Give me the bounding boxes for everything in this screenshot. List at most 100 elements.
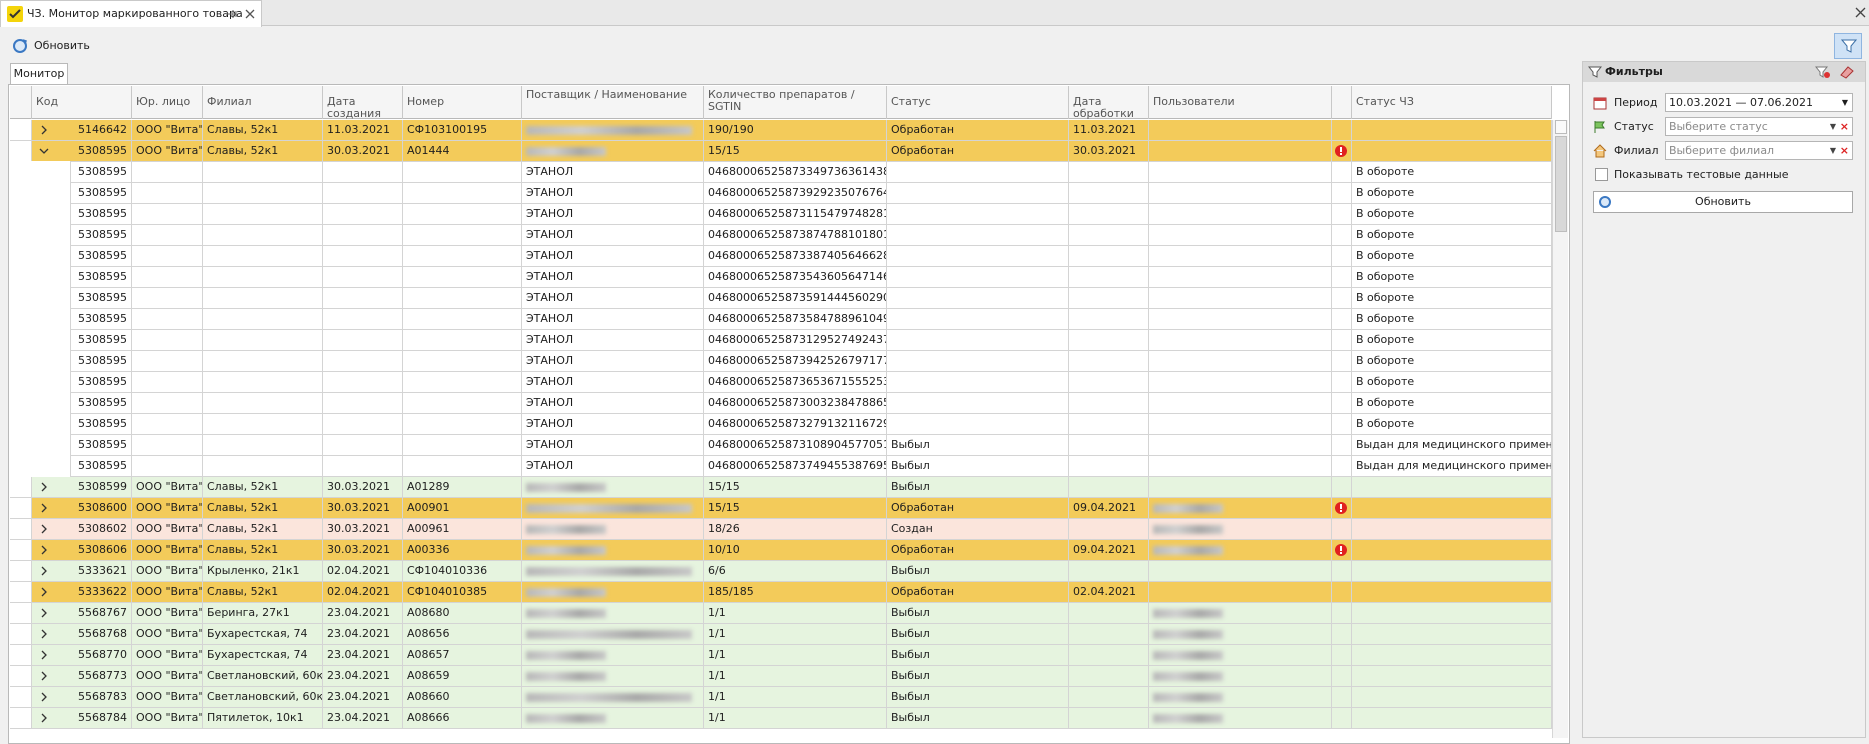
grid-row[interactable]: 5568770 ООО "Вита" Бухарестская, 74 23.04.2… [10,645,1552,666]
cell: Выбыл [887,645,1069,666]
close-tab-icon[interactable] [245,9,255,19]
child-row[interactable]: 5308595 ЭТАНОЛ 046800065258736536715552537… [10,371,1552,393]
expander[interactable] [39,650,49,660]
expander[interactable] [39,524,49,534]
grid-row[interactable]: 5308599 ООО "Вита" Славы, 52к1 30.03.2021 А0… [10,477,1552,498]
cell [132,267,203,288]
cell [1069,393,1149,414]
child-row[interactable]: 5308595 ЭТАНОЛ 046800065258731295274924370… [10,329,1552,351]
cell: В обороте [1352,267,1552,288]
grid-row[interactable]: 5308595 ООО "Вита" Славы, 52к1 30.03.2021 А0… [10,141,1552,162]
child-row[interactable]: 5308595 ЭТАНОЛ 046800065258735847889610490… [10,308,1552,330]
expander[interactable] [39,146,49,156]
cell: А08680 [403,603,522,624]
indicator-cell [10,624,32,644]
expander[interactable] [39,587,49,597]
cell: Обработан [887,120,1069,141]
cell: 046800065258733874056466288 [704,246,887,267]
grid-row[interactable]: 5568773 ООО "Вита" Светлановский, 60к3 23.0… [10,666,1552,687]
cell [1149,204,1332,225]
cell [323,414,403,435]
expander[interactable] [39,671,49,681]
redacted-text [1153,714,1223,723]
grid-row[interactable]: 5333622 ООО "Вита" Славы, 52к1 02.04.2021 СФ… [10,582,1552,603]
cell: Обработан [887,582,1069,603]
child-row[interactable]: 5308595 ЭТАНОЛ 046800065258731089045770517… [10,434,1552,456]
expander[interactable] [39,629,49,639]
cell: ЭТАНОЛ [522,267,704,288]
child-row[interactable]: 5308595 ЭТАНОЛ 046800065258733497363614386… [10,161,1552,183]
cell: 5308595 [70,162,132,183]
child-row[interactable]: 5308595 ЭТАНОЛ 046800065258738747881018012… [10,224,1552,246]
grid-row[interactable]: 5308600 ООО "Вита" Славы, 52к1 30.03.2021 А0… [10,498,1552,519]
expander[interactable] [39,545,49,555]
pin-icon[interactable] [225,9,237,19]
refresh-button[interactable]: Обновить [10,36,90,56]
grid-row[interactable]: 5568768 ООО "Вита" Бухарестская, 74 23.04.2… [10,624,1552,645]
child-row[interactable]: 5308595 ЭТАНОЛ 046800065258735436056471468… [10,266,1552,288]
grid-row[interactable]: 5568767 ООО "Вита" Беринга, 27к1 23.04.2021… [10,603,1552,624]
grid-row[interactable]: 5146642 ООО "Вита" Славы, 52к1 11.03.2021 СФ… [10,120,1552,141]
cell [1069,519,1149,540]
grid-row[interactable]: 5568783 ООО "Вита" Светлановский, 60к3 23.0… [10,687,1552,708]
grid-row[interactable]: 5568784 ООО "Вита" Пятилеток, 10к1 23.04.20… [10,708,1552,729]
child-row[interactable]: 5308595 ЭТАНОЛ 046800065258733874056466288… [10,245,1552,267]
grid-row[interactable]: 5333621 ООО "Вита" Крыленко, 21к1 02.04.202… [10,561,1552,582]
cell [323,435,403,456]
column-header: Дата создания [323,86,403,119]
scroll-up[interactable] [1555,120,1567,134]
expander[interactable] [39,566,49,576]
filter-toggle[interactable] [1834,33,1862,59]
scroll-thumb[interactable] [1555,136,1567,232]
cell [1332,561,1352,582]
grid-row[interactable]: 5308606 ООО "Вита" Славы, 52к1 30.03.2021 А0… [10,540,1552,561]
tree-indent [10,392,70,414]
cell [1332,414,1352,435]
scrollbar[interactable] [1552,120,1568,738]
child-row[interactable]: 5308595 ЭТАНОЛ 046800065258730032384788652… [10,392,1552,414]
eraser-icon[interactable] [1839,65,1855,79]
cell [403,351,522,372]
period-input[interactable]: 10.03.2021 — 07.06.2021 ▼ [1665,93,1853,112]
cell [1149,561,1332,582]
expander[interactable] [39,482,49,492]
cell: В обороте [1352,288,1552,309]
grid-row[interactable]: 5308602 ООО "Вита" Славы, 52к1 30.03.2021 А0… [10,519,1552,540]
cell: Выбыл [887,477,1069,498]
cell: 02.04.2021 [323,561,403,582]
cell: ЭТАНОЛ [522,204,704,225]
monitor-subtab[interactable]: Монитор [10,63,68,85]
expander[interactable] [39,503,49,513]
child-row[interactable]: 5308595 ЭТАНОЛ 046800065258735914445602901… [10,287,1552,309]
cell [403,372,522,393]
cell [1069,603,1149,624]
child-row[interactable]: 5308595 ЭТАНОЛ 046800065258739425267971770… [10,350,1552,372]
expander[interactable] [39,608,49,618]
child-row[interactable]: 5308595 ЭТАНОЛ 046800065258737494553876950… [10,455,1552,477]
clear-filter-icon[interactable] [1815,65,1831,79]
cell [403,288,522,309]
expander[interactable] [39,713,49,723]
cell: 5568773 [52,666,132,687]
cell [403,183,522,204]
test-data-checkbox[interactable] [1595,168,1608,181]
cell: 046800065258730032384788652 [704,393,887,414]
cell [1352,603,1552,624]
child-row[interactable]: 5308595 ЭТАНОЛ 046800065258739292350767642… [10,182,1552,204]
status-input[interactable]: Выберите статус ▼ × [1665,117,1853,136]
cell [1352,687,1552,708]
cell [1149,477,1332,498]
expander[interactable] [39,125,49,135]
filters-refresh-button[interactable]: Обновить [1593,191,1853,213]
cell: 23.04.2021 [323,624,403,645]
close-window-icon[interactable] [1855,7,1866,18]
cell: А08656 [403,624,522,645]
expander[interactable] [39,692,49,702]
cell: ЭТАНОЛ [522,246,704,267]
cell [1332,204,1352,225]
child-row[interactable]: 5308595 ЭТАНОЛ 046800065258731154797482815… [10,203,1552,225]
document-tab[interactable]: ЧЗ. Монитор маркированного товара [0,0,262,27]
branch-input[interactable]: Выберите филиал ▼ × [1665,141,1853,160]
cell [203,435,323,456]
child-row[interactable]: 5308595 ЭТАНОЛ 046800065258732791321167299… [10,413,1552,435]
